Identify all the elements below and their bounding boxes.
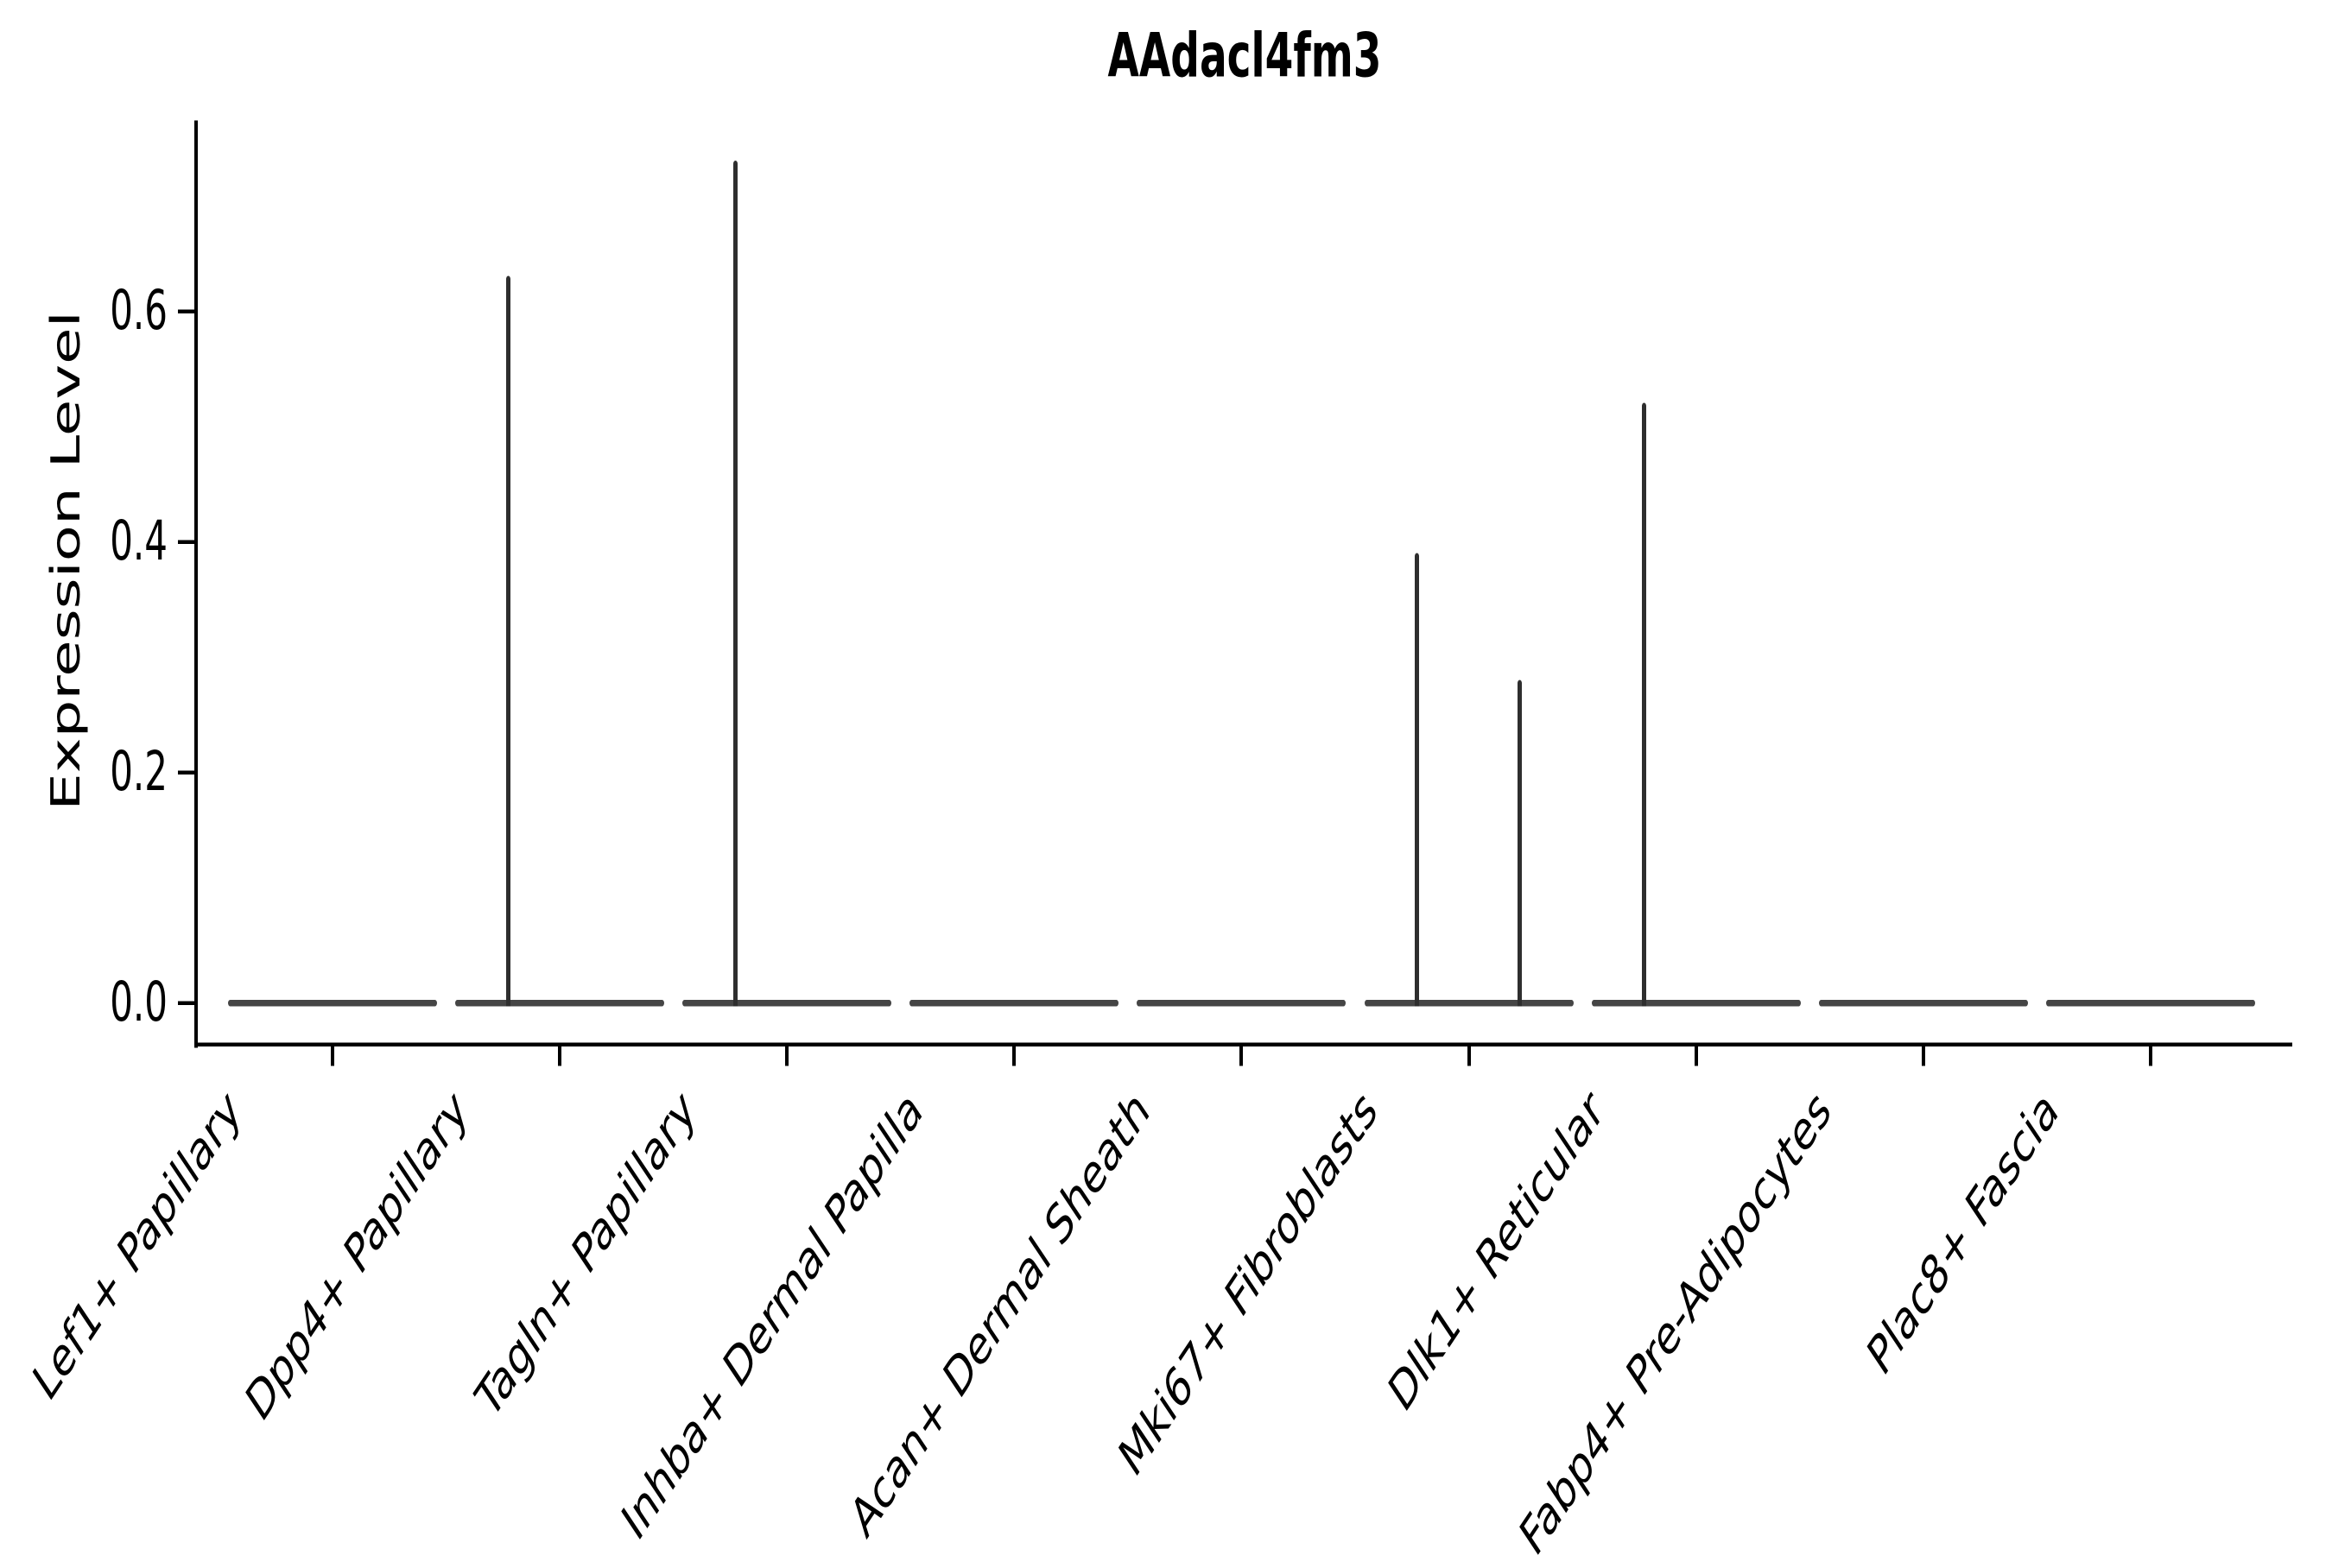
chart-title: AAdacl4fm3 [1107,21,1382,92]
violin-spike [505,275,510,1007]
y-axis-spine [194,120,198,1048]
x-tick-label: Lef1+ Papillary [24,1077,249,1413]
violin-spike [1642,402,1647,1007]
violin-body [1818,1000,2028,1007]
y-tick-label: 0.0 [110,970,168,1034]
x-tick-mark [2148,1046,2152,1066]
y-tick-label: 0.2 [110,739,168,803]
violin-body [909,1000,1119,1007]
x-tick-mark [1694,1046,1698,1066]
x-tick-label: Mki67+ Fibroblasts [1110,1077,1385,1489]
x-tick-mark [785,1046,789,1066]
y-tick-mark [178,769,194,775]
y-tick-label: 0.6 [110,278,168,342]
violin-body [2045,1000,2255,1007]
violin-spike [732,161,738,1007]
violin-body [682,1000,892,1007]
x-tick-mark [1467,1046,1471,1066]
violin-body [1591,1000,1801,1007]
y-tick-mark [178,308,194,313]
violin-body [228,1000,437,1007]
violin-spike [1518,680,1522,1007]
x-tick-mark [331,1046,334,1066]
x-tick-mark [1012,1046,1017,1066]
violin-body [1364,1000,1574,1007]
violin-body [455,1000,665,1007]
x-tick-mark [1239,1046,1244,1066]
y-tick-label: 0.4 [110,509,168,572]
x-tick-label: Dlk1+ Reticular [1380,1077,1613,1425]
x-tick-label: Dpp4+ Papillary [238,1077,476,1434]
x-tick-label: Plac8+ Fascia [1859,1077,2067,1388]
y-axis-label: Expression Level [42,311,89,811]
x-tick-mark [1921,1046,1925,1066]
y-tick-mark [178,539,194,544]
violin-spike [1415,553,1419,1007]
x-tick-label: Tagln+ Papillary [467,1077,703,1431]
violin-body [1137,1000,1347,1007]
x-axis-spine [194,1042,2292,1046]
x-tick-mark [558,1046,562,1066]
y-tick-mark [178,1000,194,1005]
